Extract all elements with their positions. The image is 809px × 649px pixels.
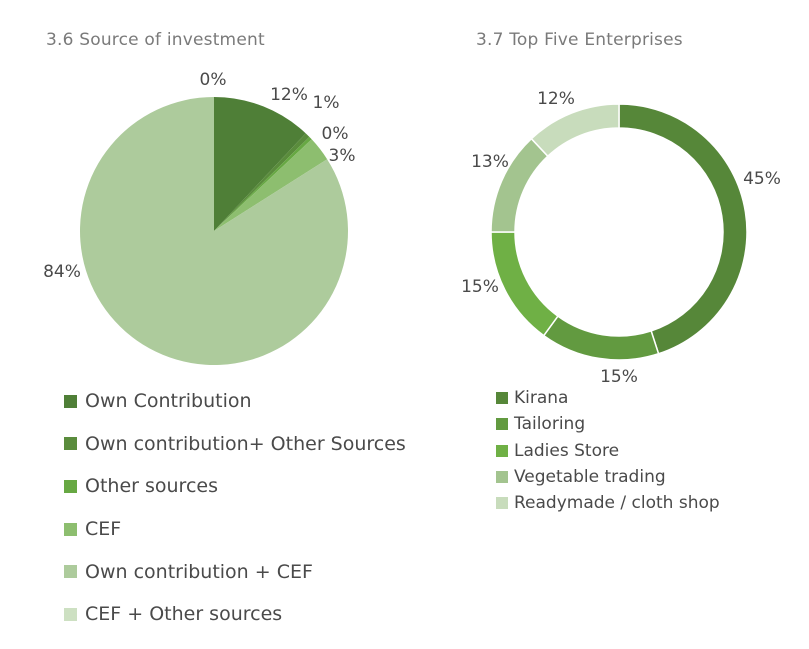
pie-label-cef: 3% xyxy=(329,146,356,166)
legend-item-own-contribution-other-sources: Own contribution+ Other Sources xyxy=(64,423,406,466)
legend-item-tailoring: Tailoring xyxy=(496,411,720,437)
donut-legend: Kirana Tailoring Ladies Store Vegetable tra… xyxy=(496,385,720,516)
legend-label: Ladies Store xyxy=(514,440,620,461)
legend-label: Own contribution+ Other Sources xyxy=(85,432,406,455)
legend-swatch xyxy=(64,479,77,493)
pie-slice-other-sources xyxy=(214,136,312,231)
donut-label-ladies-store: 15% xyxy=(461,277,499,297)
pie-label-other-sources: 0% xyxy=(322,124,349,144)
legend-item-cef-other-sources: CEF + Other sources xyxy=(64,593,406,636)
legend-label: Kirana xyxy=(514,388,569,409)
legend-swatch xyxy=(496,471,508,484)
pie-slice-own-contribution xyxy=(214,97,306,231)
legend-item-other-sources: Other sources xyxy=(64,465,406,508)
legend-label: Other sources xyxy=(85,475,218,498)
pie-chart-title: 3.6 Source of investment xyxy=(46,30,265,50)
donut-label-kirana: 45% xyxy=(743,169,781,189)
legend-label: Own Contribution xyxy=(85,390,252,413)
legend-swatch xyxy=(64,607,77,621)
legend-swatch xyxy=(64,522,77,536)
pie-slice-cef xyxy=(214,139,328,231)
legend-swatch xyxy=(64,394,77,408)
legend-item-cef: CEF xyxy=(64,508,406,551)
pie-slice-own-contribution-other-sources xyxy=(214,133,310,231)
legend-swatch xyxy=(496,392,508,405)
donut-segment-kirana xyxy=(618,103,748,355)
enterprises-donut-chart: 45% 15% 15% 13% 12% xyxy=(461,89,781,387)
legend-label: Vegetable trading xyxy=(514,467,666,488)
legend-item-vegetable-trading: Vegetable trading xyxy=(496,464,720,490)
legend-swatch xyxy=(64,437,77,451)
pie-label-own-contribution: 12% xyxy=(270,85,308,105)
donut-label-vegetable-trading: 13% xyxy=(471,152,509,172)
donut-chart-title: 3.7 Top Five Enterprises xyxy=(476,30,683,50)
legend-item-ladies-store: Ladies Store xyxy=(496,438,720,464)
pie-legend: Own Contribution Own contribution+ Other … xyxy=(64,380,406,636)
donut-label-readymade-cloth-shop: 12% xyxy=(537,89,575,109)
pie-slice-own-contribution-cef xyxy=(79,97,348,365)
donut-label-tailoring: 15% xyxy=(600,367,638,387)
pie-label-own-contribution-cef: 84% xyxy=(43,262,81,282)
legend-label: Own contribution + CEF xyxy=(85,560,313,583)
legend-swatch xyxy=(64,565,77,579)
legend-item-kirana: Kirana xyxy=(496,385,720,411)
legend-item-own-contribution: Own Contribution xyxy=(64,380,406,423)
legend-swatch xyxy=(496,497,508,510)
legend-label: Tailoring xyxy=(514,414,586,435)
pie-label-own-contribution-other-sources: 1% xyxy=(313,93,340,113)
legend-label: Readymade / cloth shop xyxy=(514,493,720,514)
legend-item-readymade-cloth-shop: Readymade / cloth shop xyxy=(496,490,720,516)
legend-label: CEF + Other sources xyxy=(85,603,283,626)
investment-pie-chart: 12% 1%0%3%84%0% xyxy=(43,70,355,365)
donut-segment-readymade-cloth-shop xyxy=(530,103,620,158)
legend-swatch xyxy=(496,418,508,431)
donut-segment-ladies-store xyxy=(490,231,559,337)
donut-segment-tailoring xyxy=(542,315,660,361)
legend-swatch xyxy=(496,444,508,457)
legend-item-own-contribution-cef: Own contribution + CEF xyxy=(64,550,406,593)
pie-label-cef-other-sources: 0% xyxy=(200,70,227,90)
legend-label: CEF xyxy=(85,518,122,541)
